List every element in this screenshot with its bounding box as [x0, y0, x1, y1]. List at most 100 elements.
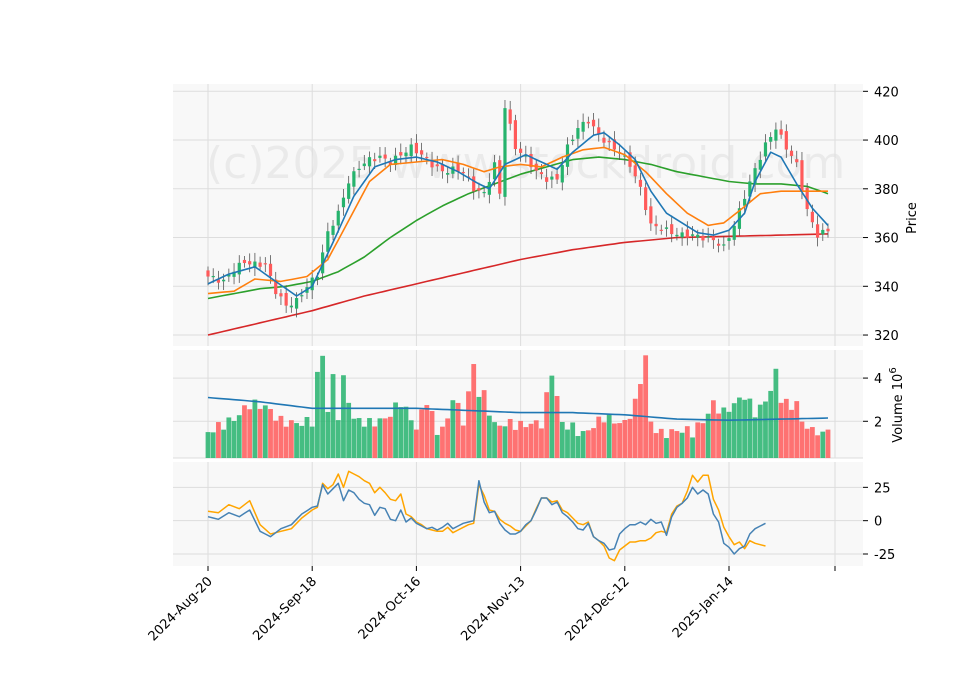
candle-body — [743, 198, 747, 206]
volume-bar — [585, 430, 591, 458]
volume-bar — [429, 411, 435, 458]
volume-avg-path — [207, 396, 829, 422]
volume-bar — [455, 402, 461, 458]
y-tick-label: -25 — [874, 548, 895, 563]
volume-bar — [565, 429, 570, 458]
volume-bar — [627, 418, 633, 458]
volume-bar — [252, 399, 258, 458]
candle-body — [268, 263, 273, 276]
volume-bar — [638, 384, 643, 458]
volume-bar — [747, 398, 753, 458]
volume-bar — [705, 413, 711, 458]
candle-body — [670, 224, 674, 235]
volume-bar — [403, 406, 409, 458]
ma-mid-path — [207, 146, 828, 295]
oscillator-lines — [207, 470, 766, 562]
watermark: (c)2025 www.stockdroid.com — [206, 138, 845, 189]
volume-bar — [617, 423, 622, 458]
candle-body — [555, 174, 559, 180]
volume-bar — [382, 418, 388, 458]
volume-bar — [445, 418, 451, 458]
candle-body — [597, 127, 601, 135]
volume-bar — [288, 420, 294, 458]
candle-body — [227, 274, 231, 277]
volume-bar — [309, 426, 315, 458]
volume-axis-label: Volume 106 — [888, 367, 906, 442]
candle-body — [498, 160, 502, 194]
volume-bar — [533, 420, 539, 458]
candle-body — [581, 121, 585, 132]
volume-bar — [460, 425, 466, 458]
candle-body — [404, 152, 408, 157]
volume-bar — [367, 418, 372, 458]
candle-body — [576, 128, 580, 139]
volume-bar — [278, 415, 284, 458]
volume-bar — [257, 408, 263, 458]
price-axis-label: Price — [905, 202, 920, 234]
volume-bar — [512, 429, 518, 458]
volume-bar — [518, 420, 524, 458]
candle-body — [315, 276, 320, 280]
volume-bar — [205, 432, 211, 458]
oscillator-panel-bg — [173, 462, 863, 566]
volume-bar — [481, 390, 487, 458]
volume-bar — [408, 420, 414, 458]
volume-bar — [320, 355, 326, 458]
volume-bar — [622, 420, 628, 458]
candle-body — [716, 243, 721, 246]
candle-body — [503, 108, 507, 197]
volume-bar — [440, 426, 445, 458]
candle-body — [763, 142, 768, 157]
candle-body — [513, 120, 517, 150]
candle-body — [534, 163, 538, 171]
volume-bar — [549, 375, 555, 458]
candle-body — [399, 152, 403, 156]
y-tick-label: 320 — [874, 329, 899, 344]
candle-body — [701, 235, 705, 241]
volume-bar — [476, 396, 482, 458]
candle-body — [216, 279, 221, 283]
candle-body — [769, 137, 773, 142]
candle-body — [821, 229, 825, 235]
volume-bar — [330, 374, 336, 458]
volume-avg-line — [207, 396, 829, 422]
y-tick-label: 400 — [874, 134, 899, 149]
candle-body — [336, 210, 340, 226]
candle-body — [774, 129, 778, 141]
volume-bar — [804, 428, 810, 458]
candle-body — [784, 131, 788, 150]
ma-short-line — [207, 131, 829, 297]
volume-bar — [690, 437, 695, 458]
candle-body — [211, 275, 215, 278]
candle-body — [362, 163, 366, 167]
volume-bar — [570, 422, 576, 458]
oscillator-line-b — [207, 470, 766, 562]
x-tick-label: 2025-Jan-14 — [670, 574, 737, 641]
volume-bar — [236, 415, 242, 458]
candle-body — [571, 139, 575, 142]
candle-body — [258, 262, 262, 267]
volume-bar — [419, 409, 425, 458]
candle-body — [638, 179, 643, 187]
y-tick-label: 2 — [874, 415, 882, 430]
volume-bar — [559, 421, 565, 458]
volume-bar — [273, 420, 279, 458]
volume-bar — [262, 405, 268, 458]
candle-body — [284, 292, 288, 306]
candle-body — [300, 295, 304, 297]
y-tick-label: 25 — [874, 481, 891, 496]
x-tick-label: 2024-Oct-16 — [356, 574, 424, 642]
candle-body — [810, 211, 814, 223]
grid-lines — [173, 84, 863, 566]
candle-body — [409, 144, 413, 157]
candle-body — [253, 261, 257, 268]
candle-body — [461, 171, 465, 174]
volume-bar — [731, 403, 737, 458]
candle-body — [388, 162, 392, 165]
candle-body — [732, 225, 736, 240]
volume-bar — [664, 438, 669, 458]
x-tick-label: 2024-Sep-18 — [250, 574, 320, 644]
candle-body — [326, 231, 330, 252]
volume-bar — [424, 405, 430, 458]
candle-body — [675, 234, 679, 237]
